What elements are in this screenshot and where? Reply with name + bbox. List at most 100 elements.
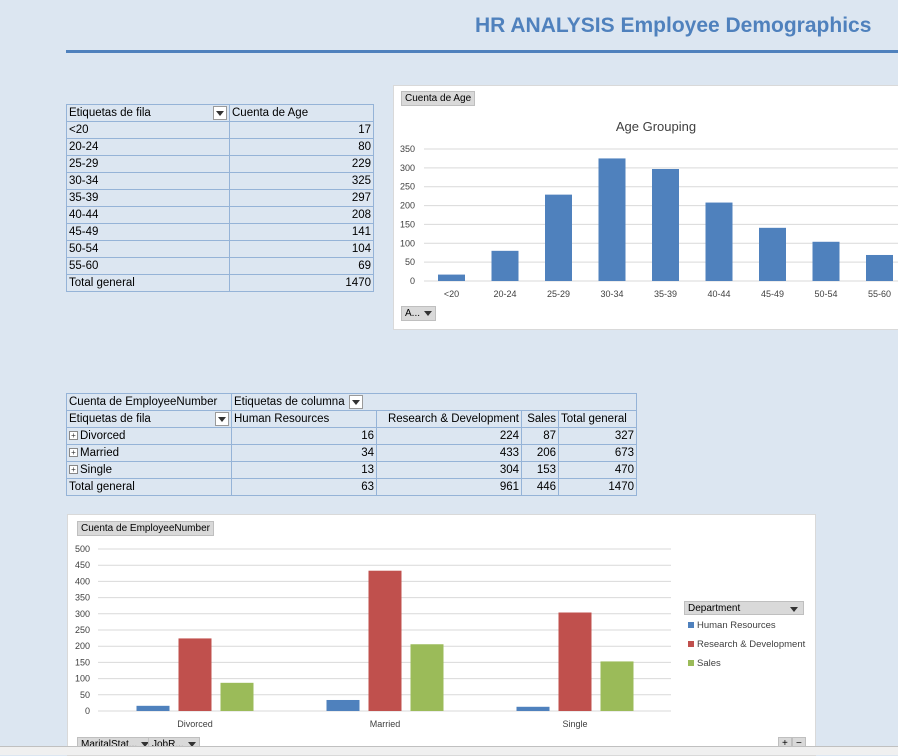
- y-tick-label: 100: [400, 238, 415, 248]
- legend: Human Resources Research & Development Sal…: [688, 619, 805, 676]
- age-group-label: 50-54: [66, 240, 230, 258]
- expand-icon[interactable]: +: [69, 465, 78, 475]
- x-tick-label: Divorced: [177, 719, 213, 729]
- marital-count: 433: [376, 444, 522, 462]
- age-count: 17: [229, 121, 374, 139]
- marital-status-label: Single: [80, 464, 112, 476]
- marital-count: 304: [376, 461, 522, 479]
- expand-icon[interactable]: +: [69, 448, 78, 458]
- table-row[interactable]: 30-34 325: [66, 172, 374, 190]
- marital-status-cell[interactable]: + Single: [66, 461, 232, 479]
- x-tick-label: Single: [562, 719, 587, 729]
- marital-count: 153: [521, 461, 559, 479]
- legend-swatch: [688, 660, 694, 667]
- x-tick-label: 30-34: [600, 289, 623, 299]
- age-count: 141: [229, 223, 374, 241]
- marital-status-label: Divorced: [80, 430, 126, 442]
- age-total-label: Total general: [66, 274, 230, 292]
- age-pivot-table: Etiquetas de fila Cuenta de Age <20 17 20-…: [66, 104, 374, 292]
- filter-dropdown-icon[interactable]: [215, 412, 229, 426]
- marital-pivot-table: Cuenta de EmployeeNumber Etiquetas de co…: [66, 393, 637, 496]
- age-count: 69: [229, 257, 374, 275]
- table-row[interactable]: 55-60 69: [66, 257, 374, 275]
- marital-total-value: 446: [521, 478, 559, 496]
- y-tick-label: 250: [400, 182, 415, 192]
- bar: [866, 254, 893, 281]
- bar: [600, 661, 634, 711]
- y-tick-label: 50: [80, 690, 90, 700]
- legend-item: Human Resources: [688, 619, 805, 638]
- table-row[interactable]: 50-54 104: [66, 240, 374, 258]
- marital-status-cell[interactable]: + Divorced: [66, 427, 232, 445]
- marital-chart-svg: 0 50 100 150 200 250 300 350 400 450 500 Divorced Ma…: [75, 544, 671, 729]
- table-row[interactable]: 35-39 297: [66, 189, 374, 207]
- marital-col-name: Human Resources: [231, 410, 377, 428]
- age-axis-filter-button[interactable]: A...: [401, 306, 437, 321]
- marital-total-value: 63: [231, 478, 377, 496]
- table-row[interactable]: + Single 13 304 153 470: [66, 461, 637, 479]
- age-count: 104: [229, 240, 374, 258]
- legend-swatch: [688, 622, 694, 629]
- legend-label: Sales: [697, 658, 721, 669]
- y-tick-label: 150: [75, 657, 90, 667]
- age-total-value: 1470: [229, 274, 374, 292]
- marital-count: 327: [558, 427, 637, 445]
- age-chart[interactable]: Age Grouping 0 50 100 150 200 250 300 350 <20 20-2…: [393, 85, 898, 330]
- page-title: HR ANALYSIS Employee Demographics: [475, 14, 872, 37]
- y-tick-label: 0: [410, 276, 415, 286]
- bar: [652, 168, 679, 281]
- bar: [812, 241, 840, 281]
- age-group-label: 20-24: [66, 138, 230, 156]
- y-tick-label: 350: [400, 144, 415, 154]
- table-row[interactable]: 25-29 229: [66, 155, 374, 173]
- age-group-label: 40-44: [66, 206, 230, 224]
- table-row[interactable]: + Married 34 433 206 673: [66, 444, 637, 462]
- y-tick-label: 300: [400, 163, 415, 173]
- table-row[interactable]: 20-24 80: [66, 138, 374, 156]
- marital-status-label: Married: [80, 447, 119, 459]
- y-tick-label: 500: [75, 544, 90, 554]
- y-tick-label: 100: [75, 674, 90, 684]
- x-tick-label: 55-60: [868, 289, 891, 299]
- bar: [178, 638, 212, 711]
- y-tick-label: 450: [75, 560, 90, 570]
- y-tick-label: 300: [75, 609, 90, 619]
- age-chart-field-button[interactable]: Cuenta de Age: [401, 91, 476, 106]
- age-row-header-cell[interactable]: Etiquetas de fila: [66, 104, 230, 122]
- chevron-down-icon: [187, 741, 196, 747]
- y-tick-label: 200: [400, 201, 415, 211]
- chevron-down-icon: [424, 310, 433, 316]
- y-tick-label: 150: [400, 219, 415, 229]
- marital-count: 224: [376, 427, 522, 445]
- title-underline: [66, 50, 898, 53]
- table-row[interactable]: + Divorced 16 224 87 327: [66, 427, 637, 445]
- filter-button-label: MaritalStat...: [81, 739, 138, 750]
- marital-col-name: Research & Development: [376, 410, 522, 428]
- marital-total-value: 1470: [558, 478, 637, 496]
- marital-chart[interactable]: 0 50 100 150 200 250 300 350 400 450 500 Divorced Ma…: [67, 514, 816, 756]
- y-tick-label: 50: [405, 257, 415, 267]
- table-row[interactable]: 45-49 141: [66, 223, 374, 241]
- filter-dropdown-icon[interactable]: [213, 106, 227, 120]
- filter-dropdown-icon[interactable]: [348, 395, 363, 410]
- age-count: 297: [229, 189, 374, 207]
- legend-item: Sales: [688, 657, 805, 676]
- marital-count: 673: [558, 444, 637, 462]
- x-tick-label: 20-24: [493, 289, 516, 299]
- legend-department-button[interactable]: Department: [684, 601, 804, 615]
- chevron-down-icon: [141, 741, 150, 747]
- bar: [545, 194, 572, 281]
- marital-chart-field-button[interactable]: Cuenta de EmployeeNumber: [77, 521, 214, 536]
- marital-col-header-cell[interactable]: Etiquetas de columna: [231, 393, 637, 411]
- legend-title: Department: [688, 603, 741, 614]
- bar: [220, 682, 254, 711]
- table-row[interactable]: <20 17: [66, 121, 374, 139]
- marital-count: 16: [231, 427, 377, 445]
- bar: [326, 699, 360, 711]
- x-tick-label: 50-54: [814, 289, 837, 299]
- table-row[interactable]: 40-44 208: [66, 206, 374, 224]
- marital-count: 470: [558, 461, 637, 479]
- marital-status-cell[interactable]: + Married: [66, 444, 232, 462]
- marital-row-header-cell[interactable]: Etiquetas de fila: [66, 410, 232, 428]
- expand-icon[interactable]: +: [69, 431, 78, 441]
